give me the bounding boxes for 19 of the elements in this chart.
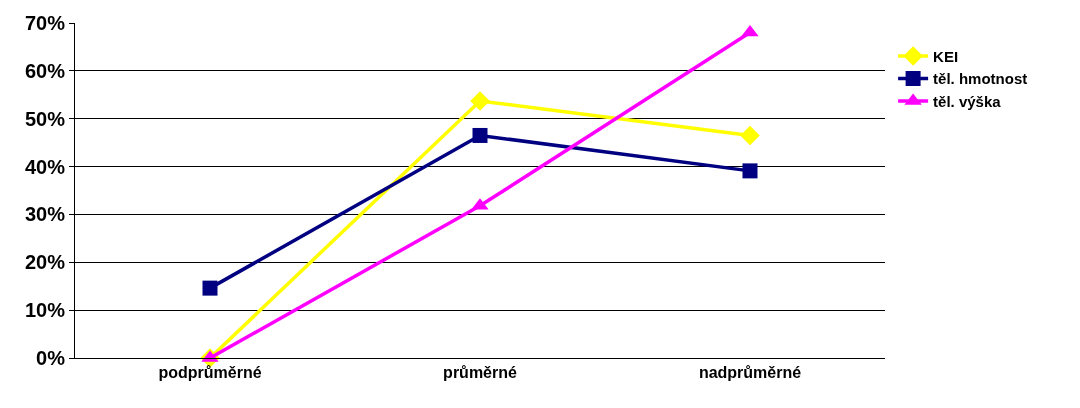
x-tick-label: nadprůměrné	[698, 364, 802, 382]
x-tick-label: podprůměrné	[158, 364, 262, 382]
point	[202, 280, 218, 296]
y-tick-label: 40%	[24, 155, 66, 178]
y-tick-label: 20%	[24, 251, 66, 274]
point	[742, 163, 758, 179]
y-tick-label: 50%	[24, 107, 66, 130]
y-tick-label: 10%	[24, 299, 66, 322]
point	[740, 125, 760, 146]
legend-label: těl. hmotnost	[933, 70, 1028, 88]
y-tick-label: 30%	[24, 203, 66, 226]
x-tick-label: průměrné	[443, 364, 517, 382]
legend-label: KEI	[933, 47, 959, 65]
point	[472, 127, 488, 143]
legend-label: těl. výška	[933, 92, 1002, 110]
y-tick-label: 0%	[36, 347, 66, 369]
y-tick-label: 70%	[24, 12, 66, 34]
point	[470, 91, 490, 111]
y-tick-label: 60%	[24, 59, 66, 82]
